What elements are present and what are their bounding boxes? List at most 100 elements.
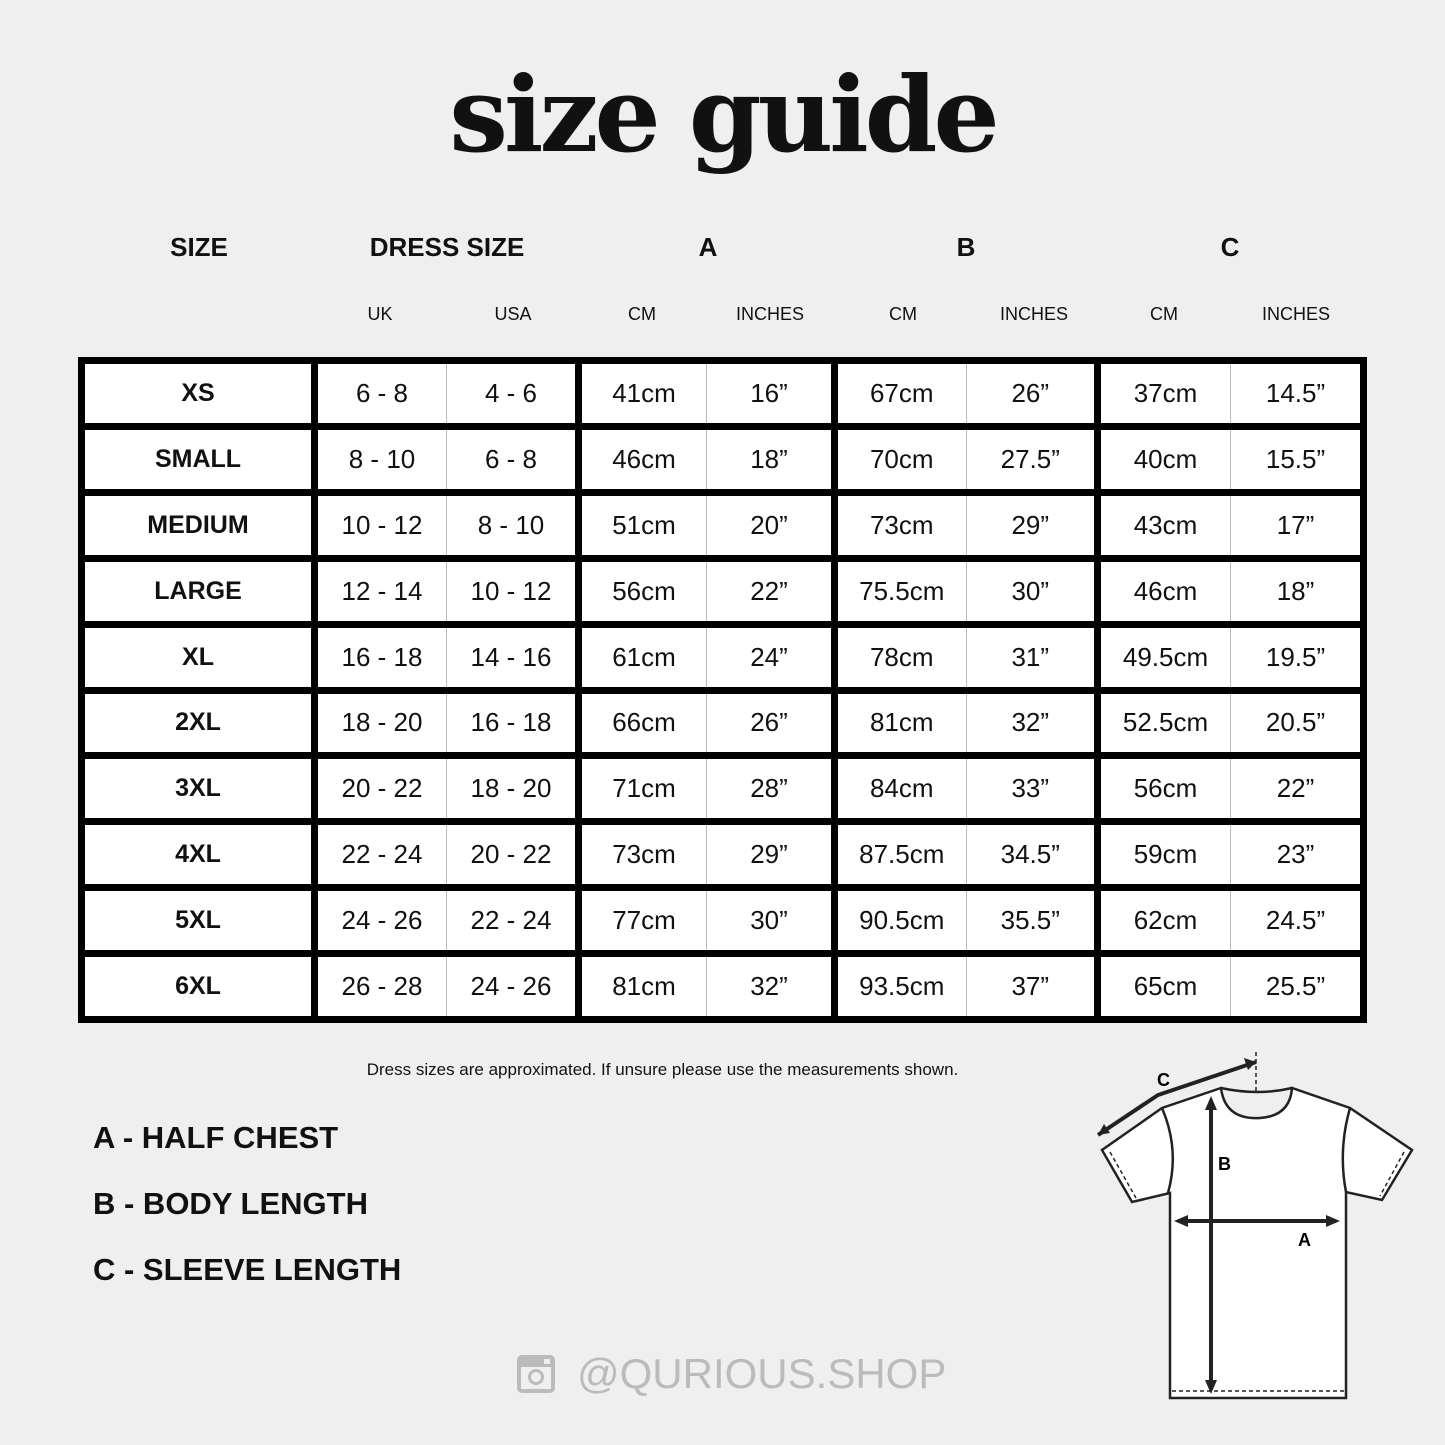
value-cell: 37cm [1133,377,1198,408]
value-cell: 16” [706,364,831,423]
value-cell: 14.5” [1230,364,1360,423]
size-cell: SMALL [154,444,242,473]
value-cell: 16 - 18 [341,641,423,672]
cell-group: 56cm 22” [1101,759,1360,819]
cell-group: 8 - 10 6 - 8 [318,429,575,489]
cell-group: 70cm 27.5” [838,429,1094,489]
value-cell: 30” [706,891,831,951]
value-cell: 24.5” [1230,891,1360,951]
subheader: INCHES [999,304,1069,324]
value-cell: 73cm [612,839,676,870]
cell-group: 18 - 20 16 - 18 [318,693,575,753]
value-cell: 16 - 18 [446,693,575,753]
cell-group: 84cm 33” [838,759,1095,819]
value-cell: 22 - 24 [341,839,423,870]
table-row: 5XL 24 - 26 22 - 24 77cm 30” 90.5cm 35.5” 62cm 2… [85,891,1360,951]
cell-group: XS [85,364,311,423]
value-cell: 46cm [1133,575,1198,606]
cell-group: 61cm 24” [582,627,831,687]
social-handle: @QURIOUS.SHOP [517,1350,946,1398]
value-cell: 75.5cm [859,575,945,606]
value-cell: 84cm [869,773,934,804]
value-cell: 24 - 26 [341,905,423,936]
cell-group: 5XL [85,891,311,951]
legend-b: B - BODY LENGTH [93,1186,368,1221]
cell-group: 10 - 12 8 - 10 [318,495,575,555]
cell-group: 43cm 17” [1101,495,1360,555]
value-cell: 41cm [612,377,676,408]
value-cell: 20.5” [1230,693,1360,753]
cell-group: 26 - 28 24 - 26 [318,957,575,1017]
value-cell: 71cm [612,773,676,804]
subheader: CM [628,304,656,324]
value-cell: 52.5cm [1122,707,1209,738]
size-cell: MEDIUM [147,510,249,539]
value-cell: 61cm [612,641,676,672]
social-handle-text: @QURIOUS.SHOP [577,1350,947,1397]
value-cell: 20” [706,495,831,555]
value-cell: 77cm [612,905,676,936]
header-a: A [698,232,718,262]
cell-group: 51cm 20” [582,495,831,555]
cell-group: 62cm 24.5” [1101,891,1360,951]
subheader: USA [494,304,532,324]
page-title: size guide [449,53,999,176]
table-row: LARGE 12 - 14 10 - 12 56cm 22” 75.5cm 30” 46cm 1… [85,561,1360,621]
header-dress-size: DRESS SIZE [369,232,525,262]
legend-a: A - HALF CHEST [93,1120,339,1155]
size-cell: 5XL [175,906,221,935]
value-cell: 49.5cm [1122,641,1209,672]
header-size: SIZE [170,232,228,262]
cell-group: 6XL [85,957,311,1017]
cell-group: XL [85,627,311,687]
value-cell: 14 - 16 [446,627,575,687]
value-cell: 18 - 20 [446,759,575,819]
value-cell: 32” [706,957,831,1017]
value-cell: 8 - 10 [348,443,416,474]
value-cell: 19.5” [1230,627,1360,687]
value-cell: 35.5” [965,891,1095,951]
value-cell: 26” [965,364,1095,423]
tshirt-diagram: C B A [1096,1052,1414,1400]
value-cell: 81cm [612,971,676,1002]
cell-group: 49.5cm 19.5” [1101,627,1360,687]
cell-group: 75.5cm 30” [838,561,1094,621]
cell-group: 41cm 16” [582,364,831,423]
cell-group: 46cm 18” [1101,561,1360,621]
table-row: SMALL 8 - 10 6 - 8 46cm 18” 70cm 27.5” 40cm 15.5… [85,429,1360,489]
value-cell: 65cm [1133,971,1198,1002]
size-table: XS 6 - 8 4 - 6 41cm 16” 67cm 26” 37cm 14.5” SMALL… [78,357,1367,1023]
cell-group: 81cm 32” [582,957,831,1017]
value-cell: 93.5cm [859,971,945,1002]
subheader: CM [889,304,917,324]
cell-group: 37cm 14.5” [1101,364,1360,423]
cell-group: 2XL [85,693,311,753]
value-cell: 66cm [612,707,676,738]
value-cell: 18” [706,429,831,489]
table-row: XS 6 - 8 4 - 6 41cm 16” 67cm 26” 37cm 14.5” [85,364,1360,423]
value-cell: 33” [965,759,1095,819]
value-cell: 22” [1230,759,1360,819]
cell-group: 4XL [85,825,311,885]
size-cell: XL [182,642,214,671]
cell-group: 93.5cm 37” [838,957,1094,1017]
size-cell: 2XL [175,708,221,737]
cell-group: 90.5cm 35.5” [838,891,1095,951]
cell-group: 66cm 26” [582,693,831,753]
value-cell: 23” [1230,825,1360,885]
value-cell: 40cm [1133,443,1198,474]
size-cell: 4XL [175,840,221,869]
cell-group: 78cm 31” [838,627,1094,687]
cell-group: 24 - 26 22 - 24 [318,891,575,951]
cell-group: LARGE [85,561,311,621]
diagram-label-a: A [1298,1230,1311,1250]
value-cell: 56cm [1133,773,1198,804]
value-cell: 10 - 12 [341,509,423,540]
value-cell: 59cm [1133,839,1198,870]
cell-group: 56cm 22” [582,561,831,621]
value-cell: 12 - 14 [341,575,423,606]
value-cell: 26” [706,693,831,753]
cell-group: 16 - 18 14 - 16 [318,627,575,687]
value-cell: 22” [706,561,831,621]
legend-c: C - SLEEVE LENGTH [93,1252,402,1287]
